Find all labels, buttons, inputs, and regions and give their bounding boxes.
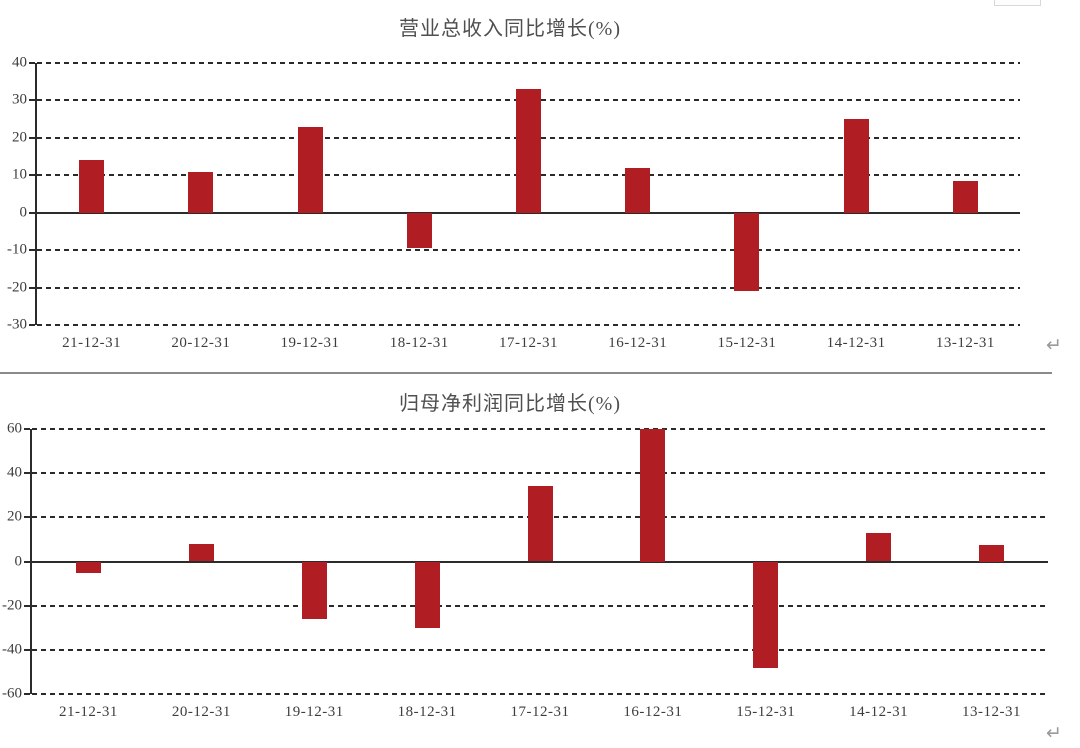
y-tick-mark xyxy=(29,324,35,326)
x-category-label: 17-12-31 xyxy=(510,704,570,720)
gridline xyxy=(37,324,1020,326)
chart-title-net-profit: 归母净利润同比增长(%) xyxy=(399,393,621,415)
x-category-label: 13-12-31 xyxy=(962,704,1022,720)
gridline xyxy=(37,286,1020,289)
x-category-label: 20-12-31 xyxy=(171,704,231,720)
paragraph-return-icon: ↵ xyxy=(1046,722,1062,744)
x-category-label: 18-12-31 xyxy=(389,335,449,351)
bar-19-12-31 xyxy=(301,561,327,619)
y-tick-label: 20 xyxy=(12,129,27,146)
y-tick-label: 30 xyxy=(12,91,27,108)
zero-axis-line xyxy=(32,560,1048,563)
y-tick-label: 40 xyxy=(7,464,22,481)
y-tick-label: -20 xyxy=(7,279,27,296)
x-category-label: 18-12-31 xyxy=(397,704,457,720)
y-tick-label: -60 xyxy=(2,685,22,702)
y-tick-mark xyxy=(29,62,35,64)
bar-16-12-31 xyxy=(625,167,651,213)
y-tick-label: -10 xyxy=(7,241,27,258)
y-tick-label: 10 xyxy=(12,166,27,183)
gridline xyxy=(32,693,1048,695)
y-tick-mark xyxy=(24,604,30,607)
x-category-label: 21-12-31 xyxy=(58,704,118,720)
revenue-growth-chart: 营业总收入同比增长(%) 40 30 20 10 0 -10 -20 -30 21-12-31 2… xyxy=(0,0,1080,373)
bar-13-12-31 xyxy=(979,544,1005,562)
y-tick-mark xyxy=(29,211,35,214)
bar-17-12-31 xyxy=(527,486,553,562)
y-tick-mark xyxy=(29,286,35,289)
y-tick-label: 60 xyxy=(7,420,22,437)
x-category-label: 14-12-31 xyxy=(826,335,886,351)
x-category-label: 14-12-31 xyxy=(849,704,909,720)
y-tick-label: -40 xyxy=(2,641,22,658)
plot-area-net-profit: 60 40 20 0 -20 -40 -60 21-12-31 20-12-31 19-12-31… xyxy=(2,421,1048,720)
y-tick-mark xyxy=(24,560,30,563)
x-category-label: 19-12-31 xyxy=(280,335,340,351)
bar-18-12-31 xyxy=(406,212,432,249)
gridline xyxy=(37,62,1020,64)
bar-13-12-31 xyxy=(952,180,978,213)
x-category-label: 13-12-31 xyxy=(935,335,995,351)
y-tick-mark xyxy=(29,249,35,252)
bar-19-12-31 xyxy=(297,126,323,213)
y-tick-mark xyxy=(29,136,35,139)
x-category-label: 19-12-31 xyxy=(284,704,344,720)
bar-20-12-31 xyxy=(188,171,214,213)
x-category-label: 15-12-31 xyxy=(717,335,777,351)
zero-axis-line xyxy=(37,211,1020,214)
chart-title-revenue: 营业总收入同比增长(%) xyxy=(399,18,621,40)
gridline xyxy=(37,249,1020,252)
y-tick-mark xyxy=(29,99,35,102)
gridline xyxy=(32,648,1048,651)
plot-area-revenue: 40 30 20 10 0 -10 -20 -30 21-12-31 20-12-31 19-12-… xyxy=(7,55,1020,351)
y-tick-label: 20 xyxy=(7,508,22,525)
bar-21-12-31 xyxy=(79,160,105,213)
bar-18-12-31 xyxy=(414,561,440,628)
y-tick-label: 40 xyxy=(12,54,27,71)
bar-15-12-31 xyxy=(734,212,760,292)
paragraph-return-icon: ↵ xyxy=(1046,334,1062,356)
x-category-label: 15-12-31 xyxy=(736,704,796,720)
x-category-label: 16-12-31 xyxy=(608,335,668,351)
x-category-label: 21-12-31 xyxy=(62,335,122,351)
y-tick-mark xyxy=(24,472,30,475)
x-category-label: 16-12-31 xyxy=(623,704,683,720)
y-tick-mark xyxy=(24,428,30,430)
bar-16-12-31 xyxy=(640,429,666,562)
bar-15-12-31 xyxy=(753,561,779,668)
x-category-label: 17-12-31 xyxy=(499,335,558,351)
y-tick-mark xyxy=(24,648,30,651)
bar-17-12-31 xyxy=(516,89,541,213)
top-right-box-fragment xyxy=(994,0,1041,6)
gridline xyxy=(32,472,1048,475)
section-divider xyxy=(0,372,1052,374)
x-category-label: 20-12-31 xyxy=(171,335,231,351)
gridline xyxy=(32,428,1048,430)
bar-14-12-31 xyxy=(866,532,892,562)
y-tick-label: 0 xyxy=(19,204,28,221)
bar-21-12-31 xyxy=(75,561,101,573)
y-tick-mark xyxy=(29,174,35,177)
net-profit-growth-chart: 归母净利润同比增长(%) 60 40 20 0 -20 -40 -60 21-12-31 20-… xyxy=(0,373,1080,748)
y-tick-label: 0 xyxy=(14,553,23,569)
bar-20-12-31 xyxy=(188,543,214,562)
gridline xyxy=(32,604,1048,607)
y-tick-label: -30 xyxy=(7,316,27,333)
y-tick-label: -20 xyxy=(2,597,22,614)
y-tick-mark xyxy=(24,516,30,519)
bar-14-12-31 xyxy=(843,119,869,213)
y-tick-mark xyxy=(24,693,30,695)
